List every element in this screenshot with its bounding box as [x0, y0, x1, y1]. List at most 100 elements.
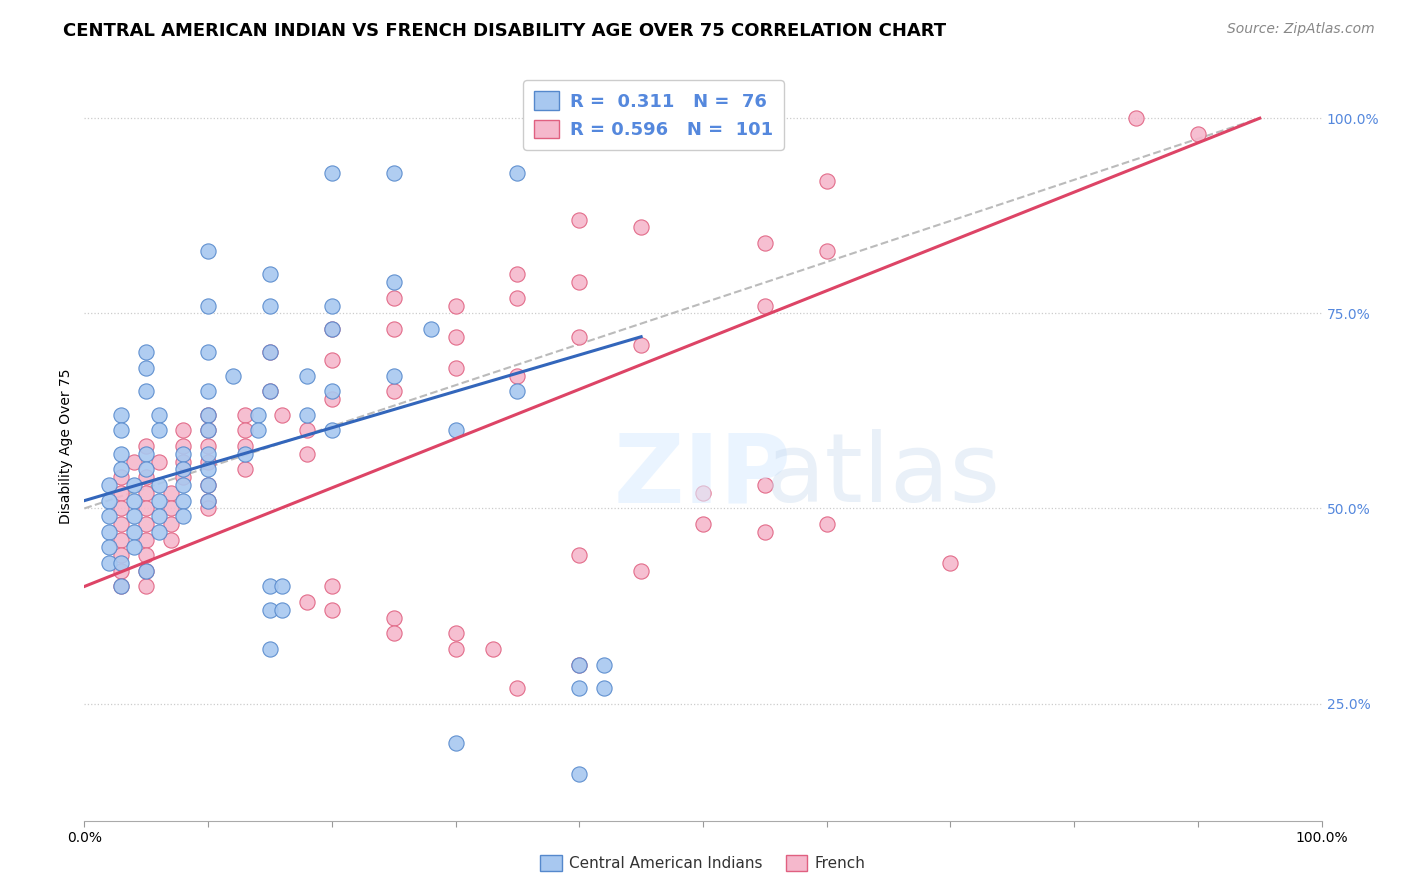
Point — [110, 564, 132, 578]
Point — [295, 368, 318, 383]
Point — [259, 603, 281, 617]
Point — [259, 384, 281, 399]
Point — [122, 541, 145, 555]
Point — [1125, 112, 1147, 126]
Point — [233, 408, 256, 422]
Point — [444, 424, 467, 438]
Point — [754, 478, 776, 492]
Point — [444, 330, 467, 344]
Point — [754, 236, 776, 251]
Point — [197, 299, 219, 313]
Point — [321, 603, 343, 617]
Point — [172, 509, 194, 524]
Point — [692, 485, 714, 500]
Point — [321, 353, 343, 368]
Point — [197, 345, 219, 359]
Point — [197, 244, 219, 258]
Point — [135, 439, 157, 453]
Point — [630, 220, 652, 235]
Point — [160, 517, 183, 532]
Point — [148, 509, 170, 524]
Point — [382, 322, 405, 336]
Point — [259, 580, 281, 594]
Point — [295, 447, 318, 461]
Point — [135, 361, 157, 376]
Point — [382, 368, 405, 383]
Point — [222, 368, 245, 383]
Point — [98, 509, 121, 524]
Point — [568, 330, 591, 344]
Point — [172, 493, 194, 508]
Text: CENTRAL AMERICAN INDIAN VS FRENCH DISABILITY AGE OVER 75 CORRELATION CHART: CENTRAL AMERICAN INDIAN VS FRENCH DISABI… — [63, 22, 946, 40]
Legend: Central American Indians, French: Central American Indians, French — [534, 849, 872, 877]
Point — [135, 462, 157, 476]
Point — [939, 556, 962, 570]
Point — [197, 408, 219, 422]
Point — [382, 611, 405, 625]
Point — [593, 657, 616, 672]
Point — [197, 478, 219, 492]
Point — [135, 533, 157, 547]
Point — [110, 548, 132, 563]
Point — [122, 524, 145, 539]
Point — [568, 548, 591, 563]
Point — [593, 681, 616, 695]
Point — [110, 485, 132, 500]
Point — [135, 564, 157, 578]
Point — [568, 657, 591, 672]
Point — [122, 455, 145, 469]
Y-axis label: Disability Age Over 75: Disability Age Over 75 — [59, 368, 73, 524]
Point — [110, 470, 132, 484]
Point — [506, 384, 529, 399]
Point — [172, 447, 194, 461]
Point — [172, 455, 194, 469]
Legend: R =  0.311   N =  76, R = 0.596   N =  101: R = 0.311 N = 76, R = 0.596 N = 101 — [523, 80, 785, 150]
Point — [160, 485, 183, 500]
Point — [110, 580, 132, 594]
Point — [295, 595, 318, 609]
Point — [110, 424, 132, 438]
Point — [321, 384, 343, 399]
Point — [321, 299, 343, 313]
Point — [122, 478, 145, 492]
Point — [321, 424, 343, 438]
Point — [568, 212, 591, 227]
Point — [259, 345, 281, 359]
Point — [815, 174, 838, 188]
Point — [259, 345, 281, 359]
Point — [321, 392, 343, 407]
Point — [481, 642, 503, 657]
Point — [233, 424, 256, 438]
Point — [568, 767, 591, 781]
Point — [135, 470, 157, 484]
Point — [148, 455, 170, 469]
Point — [98, 493, 121, 508]
Point — [271, 580, 294, 594]
Point — [197, 384, 219, 399]
Point — [98, 541, 121, 555]
Point — [444, 642, 467, 657]
Point — [233, 447, 256, 461]
Point — [444, 299, 467, 313]
Point — [382, 626, 405, 640]
Point — [271, 408, 294, 422]
Point — [692, 517, 714, 532]
Point — [197, 493, 219, 508]
Point — [197, 424, 219, 438]
Point — [110, 517, 132, 532]
Point — [382, 275, 405, 289]
Point — [135, 548, 157, 563]
Point — [568, 657, 591, 672]
Point — [295, 424, 318, 438]
Point — [246, 424, 269, 438]
Point — [815, 244, 838, 258]
Text: ZIP: ZIP — [614, 429, 792, 523]
Text: Source: ZipAtlas.com: Source: ZipAtlas.com — [1227, 22, 1375, 37]
Point — [135, 447, 157, 461]
Point — [122, 493, 145, 508]
Point — [197, 493, 219, 508]
Point — [110, 462, 132, 476]
Point — [506, 368, 529, 383]
Point — [506, 268, 529, 282]
Point — [197, 408, 219, 422]
